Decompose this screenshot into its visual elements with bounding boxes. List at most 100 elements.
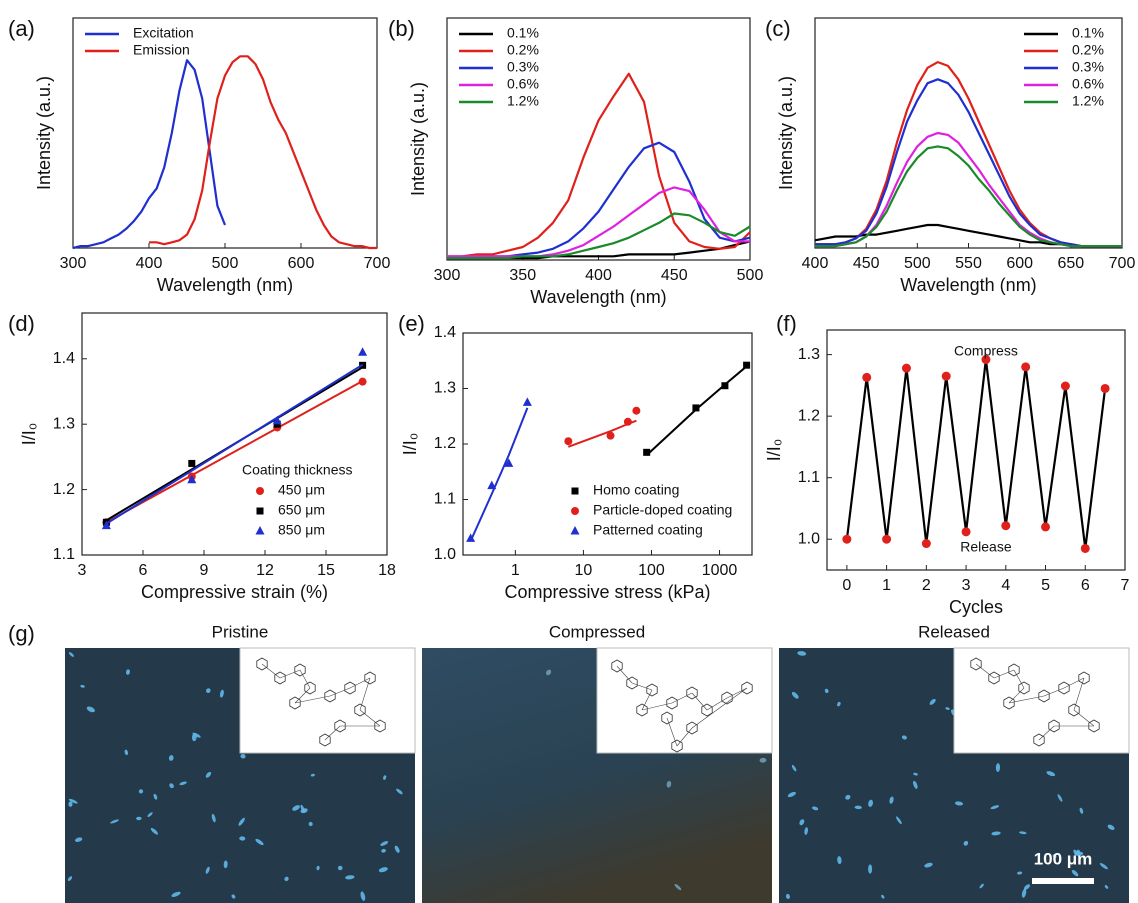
legend-label: 650 μm [278,502,325,518]
molecule-ring [364,671,376,685]
marker [358,347,368,356]
molecule-ring [611,659,623,673]
fit-line [469,407,529,542]
legend-label: 450 μm [278,482,325,498]
molecule-bond [641,702,673,711]
molecule-ring [289,696,301,710]
plot-frame [826,329,1126,571]
molecule-ring [671,739,683,753]
crystal [68,801,73,807]
crystal [837,856,842,865]
image-title: Released [918,622,990,641]
y-axis-label: I/I₀ [764,439,784,461]
crystal [378,867,388,873]
y-tick-label: 1.3 [798,346,820,363]
molecule-inset [953,647,1130,754]
legend-label: Particle-doped coating [593,502,732,518]
molecule-ring [344,681,356,695]
data-point [1080,543,1090,553]
molecule-ring [1078,671,1090,685]
x-tick-label: 10 [575,562,593,579]
crystal [963,840,969,846]
molecule-bond [676,727,693,747]
data-point [842,534,852,544]
crystal [308,821,313,827]
crystal [545,669,552,676]
marker [632,406,641,415]
x-tick-label: 18 [378,562,396,579]
data-point [1041,522,1051,532]
legend-title: Coating thickness [242,462,353,478]
marker [623,417,632,426]
crystal [1046,771,1056,777]
x-tick-label: 1000 [702,562,738,579]
crystal [179,781,187,786]
x-tick-label: 7 [1121,577,1130,594]
crystal [231,894,236,899]
data-point [1060,381,1070,391]
crystal [150,827,159,835]
molecule-bond [631,682,653,691]
molecule-bond [691,687,748,729]
data-point [1001,521,1011,531]
marker [571,487,579,495]
x-tick-label: 6 [139,562,148,579]
marker [522,397,532,406]
molecule-bond [1073,709,1095,727]
crystal [138,789,144,794]
molecule-inset [596,647,773,754]
molecule-ring [666,696,678,710]
series-line [447,72,751,258]
crystal [868,799,873,807]
y-tick-label: 1.2 [53,481,75,498]
molecule-bond [706,697,728,711]
legend-label: 850 μm [278,522,325,538]
crystal [67,876,73,881]
molecule-ring [294,663,306,677]
crystal [147,812,153,817]
crystal [110,819,119,824]
crystal [1071,869,1079,877]
molecule-bond [279,669,301,679]
x-tick-label: 300 [60,255,87,272]
crystal [811,806,819,811]
panel-label: (a) [8,16,35,41]
panel-label: (d) [8,311,35,336]
crystal [240,753,246,759]
crystal [979,883,984,889]
crystal [383,775,387,780]
crystal [666,781,672,788]
x-tick-label: 1 [882,577,891,594]
marker [101,520,111,530]
legend-label: Excitation [133,25,194,41]
x-axis-label: Wavelength (nm) [900,275,1036,295]
x-axis-label: Compressive strain (%) [141,582,328,602]
x-tick-label: 700 [1109,255,1136,272]
annotation: Release [960,539,1012,555]
marker [187,474,197,484]
crystal [787,791,796,798]
legend-label: 0.3% [1072,59,1104,75]
legend-label: Patterned coating [593,522,703,538]
crystal [837,701,841,707]
molecule-bond [1043,687,1065,697]
data-point [1021,362,1031,372]
marker [692,404,700,412]
crystal [380,841,389,846]
crystal [255,838,264,846]
marker [256,487,264,495]
legend-label: Homo coating [593,482,679,498]
molecule-ring [324,689,336,703]
plot-frame [72,17,378,249]
crystal [945,707,950,710]
data-point [981,355,991,365]
x-tick-label: 15 [317,562,335,579]
molecule-ring [1048,719,1060,733]
crystal [791,764,797,772]
panel-label: (b) [388,16,415,41]
crystal [799,819,805,826]
panel-label: (g) [8,621,35,646]
crystal [804,827,808,835]
molecule-ring [970,657,982,671]
molecule-ring [1068,703,1080,717]
